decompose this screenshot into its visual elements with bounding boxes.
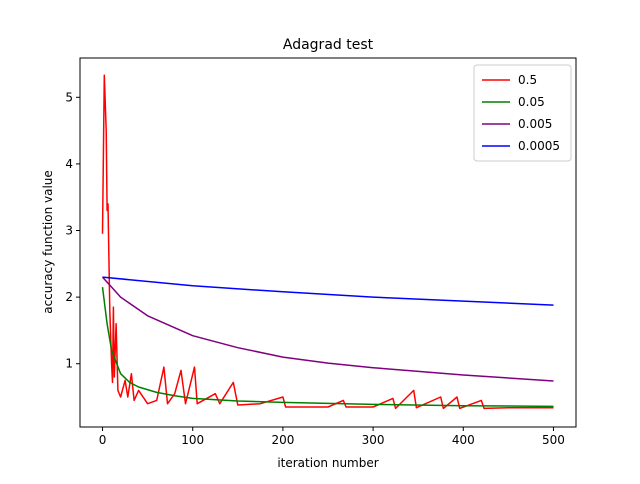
x-tick-label: 500 [542,433,565,447]
x-tick-label: 300 [362,433,385,447]
legend-box [473,64,572,162]
x-tick-label: 400 [452,433,475,447]
legend-label: 0.05 [518,95,545,109]
line [102,276,554,306]
x-tick-label: 100 [181,433,204,447]
line [101,287,554,408]
plot-frame [79,57,577,428]
y-tick-label: 1 [65,357,73,371]
legend-label: 0.005 [518,117,552,131]
x-tick-label: 0 [99,433,107,447]
y-tick-label: 2 [65,290,73,304]
y-tick-label: 3 [65,224,73,238]
y-tick-label: 5 [65,90,73,104]
y-axis-label: accuracy function value [41,170,55,314]
legend-label: 0.5 [518,73,537,87]
chart-title: Adagrad test [283,37,374,53]
y-tick-label: 4 [65,157,73,171]
x-tick-label: 200 [271,433,294,447]
x-axis-label: iteration number [277,456,378,470]
legend-label: 0.0005 [518,139,560,153]
line [101,276,554,382]
